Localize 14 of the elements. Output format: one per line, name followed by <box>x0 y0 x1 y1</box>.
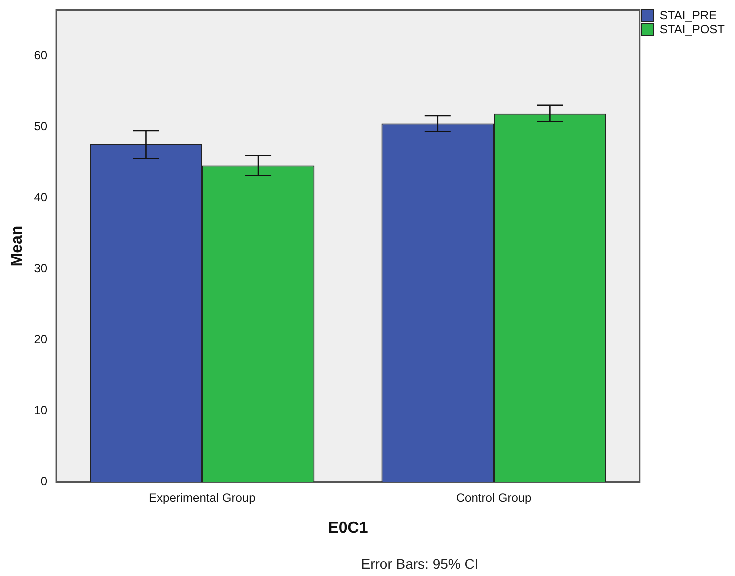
y-tick-label: 0 <box>40 474 48 489</box>
legend-label: STAI_POST <box>660 22 726 36</box>
y-tick-label: 10 <box>34 404 48 418</box>
y-axis-title: Mean <box>9 226 26 267</box>
y-tick-label: 30 <box>34 262 48 276</box>
legend-label: STAI_PRE <box>660 8 718 22</box>
y-tick-label: 40 <box>34 190 48 205</box>
x-tick-label: Control Group <box>456 490 532 505</box>
y-tick-label: 50 <box>34 120 48 134</box>
text: Error Bars: 95% CI <box>361 556 479 572</box>
y-tick-label: 20 <box>34 332 48 347</box>
y-tick-label: 60 <box>34 48 48 63</box>
x-axis-title: E0C1 <box>328 520 368 537</box>
x-tick-label: Experimental Group <box>149 490 256 505</box>
